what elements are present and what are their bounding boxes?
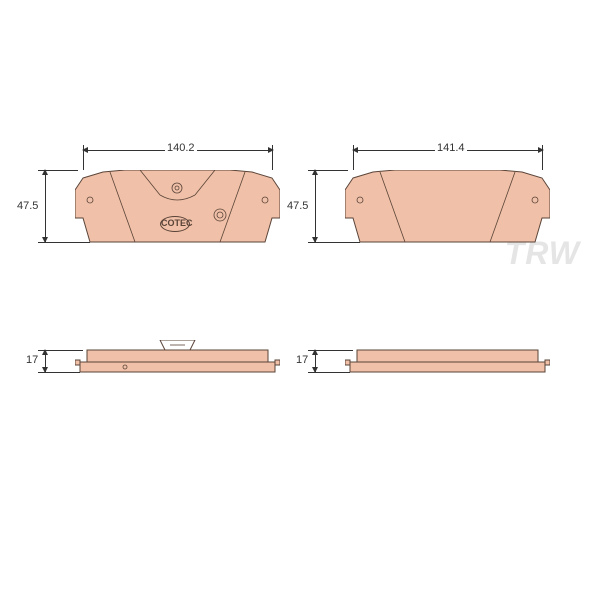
diagram-canvas: TRW COTEC [0,0,600,600]
dim-left-height [45,170,46,242]
dim-right-thick [315,350,316,372]
dim-right-width-value: 141.4 [435,142,467,154]
dim-left-thick-value: 17 [24,354,40,366]
dim-left-height-value: 47.5 [15,200,40,212]
dim-right-thick-value: 17 [294,354,310,366]
right-pad-side [345,340,550,380]
dim-left-width-value: 140.2 [165,142,197,154]
dim-left-thick [45,350,46,372]
cotec-badge: COTEC [160,216,190,232]
left-pad-front [75,170,280,245]
left-pad-side [75,340,280,380]
right-pad-front [345,170,550,245]
dim-right-height-value: 47.5 [285,200,310,212]
dim-right-height [315,170,316,242]
